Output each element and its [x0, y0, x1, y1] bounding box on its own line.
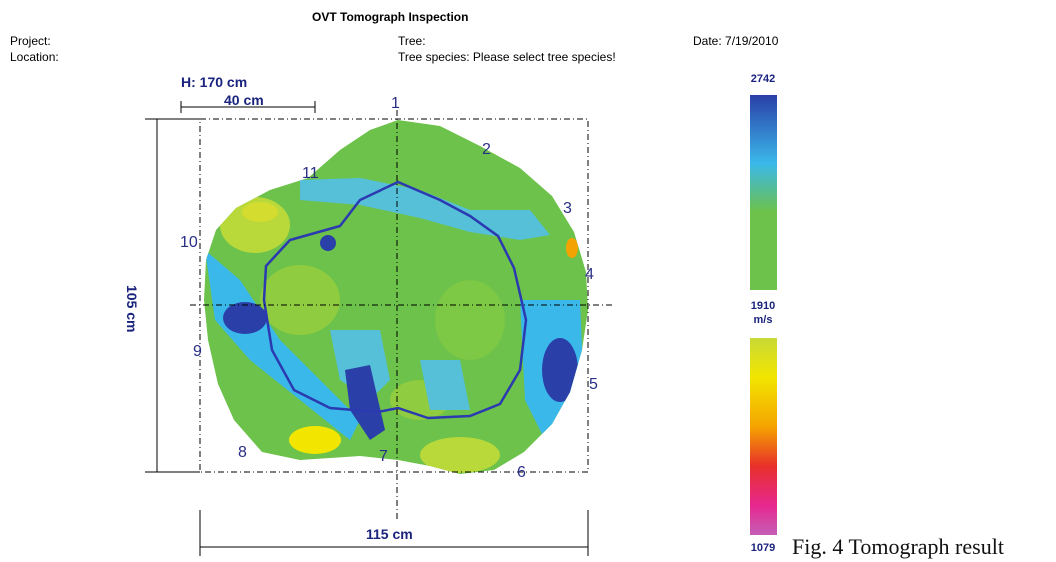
sensor-label: 10 — [180, 234, 198, 252]
sensor-label: 1 — [391, 95, 400, 113]
sensor-label: 7 — [379, 448, 388, 466]
sensor-label: 3 — [563, 200, 572, 218]
ruler-label: 40 cm — [224, 92, 264, 108]
sensor-label: 6 — [517, 464, 526, 482]
sensor-label: 9 — [193, 343, 202, 361]
figure-caption: Fig. 4 Tomograph result — [792, 534, 1004, 560]
width-label: 115 cm — [366, 526, 413, 542]
sensor-label: 2 — [482, 141, 491, 159]
sensor-label: 5 — [589, 376, 598, 394]
scale-min-label: 1079 — [743, 542, 783, 554]
scale-unit-label: m/s — [743, 314, 783, 326]
sensor-label: 4 — [585, 266, 594, 284]
scale-max-label: 2742 — [743, 73, 783, 85]
scale-bar-lower — [750, 338, 777, 535]
height-label: H: 170 cm — [181, 74, 247, 90]
scale-mid-label: 1910 — [743, 300, 783, 312]
tree-cross-section — [190, 110, 610, 490]
sensor-label: 11 — [302, 165, 319, 183]
depth-label: 105 cm — [124, 285, 140, 332]
sensor-label: 8 — [238, 444, 247, 462]
scale-bar-upper — [750, 95, 777, 290]
